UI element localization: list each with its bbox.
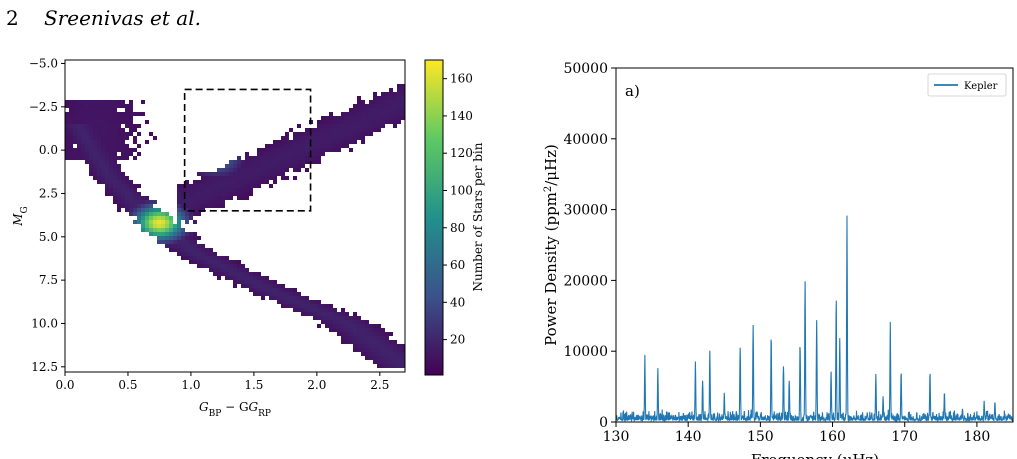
colorbar: 20 40 60 80 100 120 140 160 Number of Stars per…: [424, 59, 485, 376]
colorbar-tick-label: 140: [450, 109, 473, 123]
cmd-y-ticks: −5.0 −2.5 0.0 2.5 5.0 7.5 10.0 12.5: [29, 56, 65, 374]
spectrum-x-tick-label: 160: [819, 429, 846, 445]
kepler-spectrum-line: [616, 215, 1013, 422]
cmd-y-axis-label: MG: [11, 206, 30, 227]
colorbar-tick-label: 80: [450, 221, 465, 235]
spectrum-x-tick-label: 140: [675, 429, 702, 445]
spectrum-y-axis-label: Power Density (ppm2/μHz): [542, 144, 560, 346]
colorbar-label: Number of Stars per bin: [471, 142, 485, 291]
spectrum-y-tick-label: 10000: [563, 344, 608, 360]
spectrum-y-tick-label: 0: [599, 415, 608, 431]
spectrum-axes-frame: [615, 67, 1014, 423]
colorbar-tick-label: 60: [450, 258, 465, 272]
spectrum-x-tick-label: 150: [747, 429, 774, 445]
colorbar-tick-label: 40: [450, 295, 465, 309]
spectrum-y-tick-label: 40000: [563, 132, 608, 148]
spectrum-y-tick-label: 50000: [563, 61, 608, 77]
cmd-x-tick-label: 1.0: [181, 378, 200, 392]
cmd-y-tick-label: −5.0: [29, 56, 58, 70]
cmd-density-map: [65, 84, 405, 368]
running-authors: Sreenivas et al.: [44, 6, 201, 30]
page-header: 2 Sreenivas et al.: [6, 6, 201, 30]
cmd-x-tick-label: 1.5: [244, 378, 263, 392]
cmd-y-tick-label: 0.0: [39, 143, 58, 157]
cmd-x-tick-label: 0.5: [118, 378, 137, 392]
panel-label: a): [625, 82, 640, 100]
cmd-y-tick-label: −2.5: [29, 100, 58, 114]
cmd-y-tick-label: 7.5: [39, 273, 58, 287]
spectrum-y-tick-label: 20000: [563, 273, 608, 289]
cmd-y-tick-label: 2.5: [39, 186, 58, 200]
colorbar-scale: [424, 59, 444, 376]
cmd-panel: 0.0 0.5 1.0 1.5 2.0 2.5 −5.0 −2.5 0.0 2.5 5.0 7.5 1…: [11, 56, 406, 419]
colorbar-ticks: 20 40 60 80 100 120 140 160: [443, 72, 473, 347]
colorbar-tick-label: 20: [450, 333, 465, 347]
cmd-y-tick-label: 12.5: [31, 360, 58, 374]
colorbar-tick-label: 100: [450, 183, 473, 197]
colorbar-tick-label: 160: [450, 72, 473, 86]
cmd-x-tick-label: 2.5: [370, 378, 389, 392]
cmd-x-tick-label: 0.0: [55, 378, 74, 392]
legend: Kepler: [927, 73, 1007, 97]
spectrum-panel: 130 140 150 160 170 180 0 10000 20000 30000 40000…: [542, 61, 1014, 459]
legend-entry: Kepler: [964, 81, 998, 92]
spectrum-x-axis-label: Frequency (μHz): [751, 451, 879, 459]
spectrum-y-tick-label: 30000: [563, 203, 608, 219]
cmd-x-tick-label: 2.0: [307, 378, 326, 392]
spectrum-x-tick-label: 170: [891, 429, 918, 445]
spectrum-x-tick-label: 180: [964, 429, 991, 445]
cmd-y-tick-label: 5.0: [39, 230, 58, 244]
cmd-y-tick-label: 10.0: [31, 316, 58, 330]
cmd-x-ticks: 0.0 0.5 1.0 1.5 2.0 2.5: [55, 372, 389, 392]
cmd-x-axis-label: GBP − GGRP: [199, 400, 271, 419]
selection-box: [183, 88, 312, 212]
spectrum-x-ticks: 130 140 150 160 170 180: [603, 422, 991, 445]
legend-box: [927, 73, 1007, 97]
spectrum-y-ticks: 0 10000 20000 30000 40000 50000: [563, 61, 616, 431]
spectrum-x-tick-label: 130: [603, 429, 630, 445]
page-number: 2: [6, 6, 19, 30]
colorbar-tick-label: 120: [450, 146, 473, 160]
cmd-axes-frame: [64, 59, 406, 373]
